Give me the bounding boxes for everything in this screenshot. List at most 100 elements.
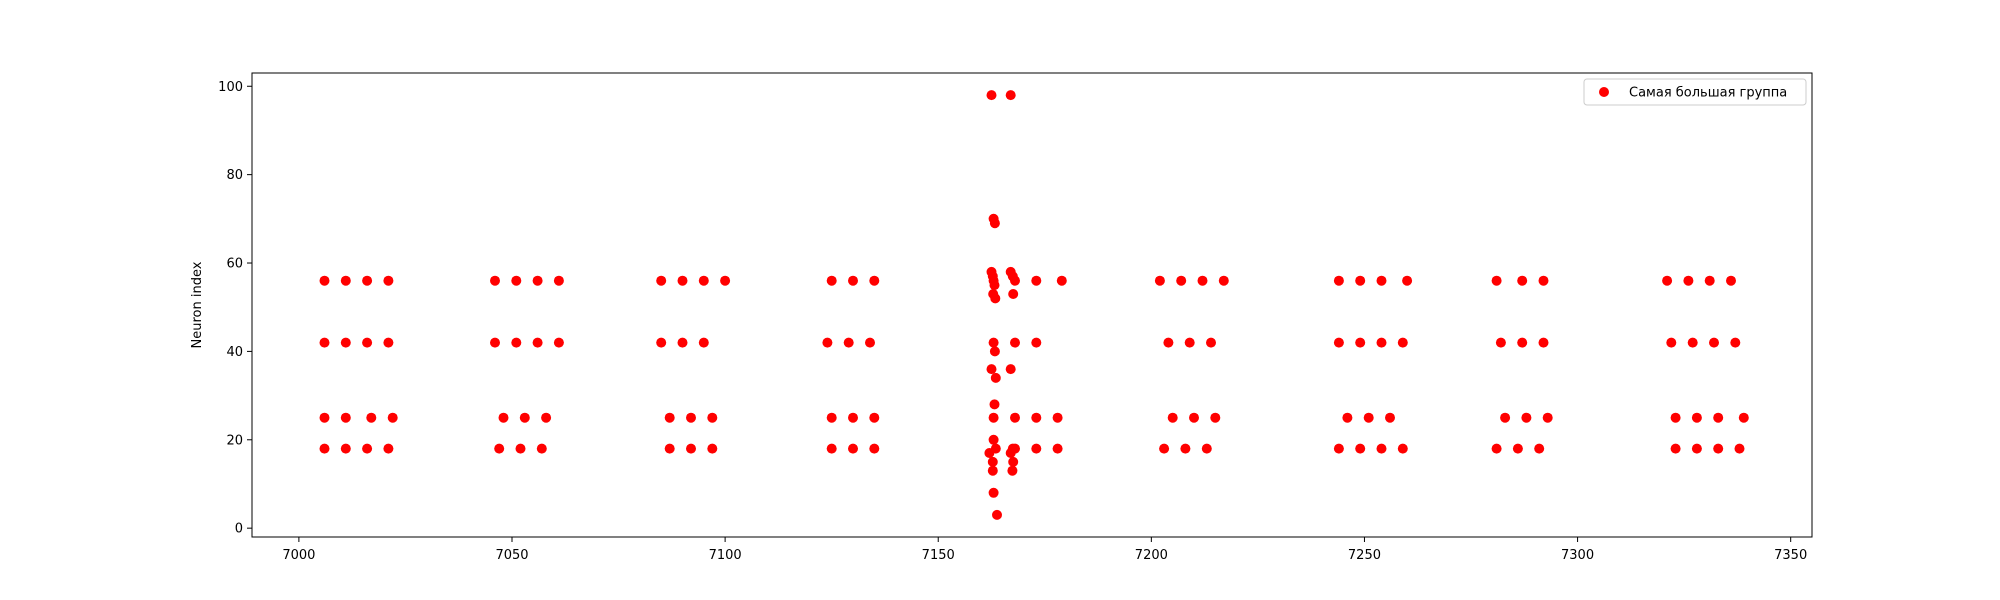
data-point bbox=[1495, 337, 1506, 348]
data-point bbox=[490, 337, 500, 348]
data-point bbox=[1176, 275, 1187, 286]
data-point bbox=[990, 443, 1001, 454]
legend-marker bbox=[1599, 87, 1609, 97]
data-point bbox=[986, 364, 997, 375]
data-point bbox=[553, 275, 564, 286]
data-point bbox=[1687, 337, 1698, 348]
data-point bbox=[1189, 412, 1199, 423]
y-tick-label: 0 bbox=[235, 522, 243, 537]
data-point bbox=[319, 337, 330, 348]
data-point bbox=[387, 412, 398, 423]
data-point bbox=[383, 337, 394, 348]
data-point bbox=[362, 443, 373, 454]
data-point bbox=[698, 337, 709, 348]
data-point bbox=[1333, 275, 1344, 286]
data-point bbox=[1218, 275, 1229, 286]
data-point bbox=[1210, 412, 1221, 423]
data-point bbox=[511, 337, 522, 348]
data-point bbox=[1197, 275, 1208, 286]
data-point bbox=[988, 434, 999, 445]
data-point bbox=[1355, 337, 1366, 348]
data-point bbox=[988, 487, 999, 498]
data-point bbox=[1010, 275, 1020, 286]
data-point bbox=[1397, 337, 1408, 348]
y-axis-label: Neuron index bbox=[190, 261, 205, 348]
data-point bbox=[1491, 443, 1502, 454]
x-tick-label: 7100 bbox=[709, 548, 742, 563]
data-point bbox=[1662, 275, 1673, 286]
data-point bbox=[826, 412, 837, 423]
data-point bbox=[826, 443, 837, 454]
data-point bbox=[1052, 443, 1063, 454]
data-point bbox=[1666, 337, 1677, 348]
data-point bbox=[362, 337, 373, 348]
data-point bbox=[383, 275, 394, 286]
data-point bbox=[664, 412, 675, 423]
data-point bbox=[826, 275, 837, 286]
x-axis: 7000 7050 7100 7150 7200 7250 7300 7350 bbox=[282, 537, 1807, 563]
x-tick-label: 7300 bbox=[1561, 548, 1594, 563]
data-point bbox=[677, 337, 688, 348]
legend-box bbox=[1583, 78, 1807, 106]
data-point bbox=[1376, 443, 1387, 454]
data-point bbox=[989, 218, 1000, 229]
data-point bbox=[848, 275, 858, 286]
data-point bbox=[1031, 412, 1042, 423]
data-point bbox=[1517, 275, 1528, 286]
data-point bbox=[1180, 443, 1191, 454]
data-point bbox=[992, 509, 1002, 520]
data-point bbox=[1005, 364, 1016, 375]
data-point bbox=[1730, 337, 1741, 348]
data-point bbox=[1538, 337, 1549, 348]
data-point bbox=[1031, 337, 1042, 348]
data-point bbox=[686, 412, 696, 423]
data-point bbox=[541, 412, 552, 423]
data-point bbox=[698, 275, 709, 286]
data-point bbox=[686, 443, 696, 454]
data-point bbox=[1355, 443, 1366, 454]
data-point bbox=[1333, 337, 1344, 348]
y-tick-label: 80 bbox=[226, 168, 243, 183]
data-point bbox=[519, 412, 530, 423]
x-tick-label: 7250 bbox=[1348, 548, 1381, 563]
data-point bbox=[1402, 275, 1413, 286]
data-point bbox=[1670, 443, 1681, 454]
legend: Самая большая группа bbox=[1583, 78, 1807, 106]
data-point bbox=[532, 337, 543, 348]
data-point bbox=[515, 443, 526, 454]
data-point bbox=[1056, 275, 1067, 286]
data-point bbox=[1542, 412, 1553, 423]
data-point bbox=[1184, 337, 1195, 348]
data-point bbox=[1010, 443, 1020, 454]
data-point bbox=[1376, 275, 1387, 286]
data-point bbox=[1538, 275, 1549, 286]
data-point bbox=[383, 443, 394, 454]
data-point bbox=[1709, 337, 1719, 348]
data-point bbox=[1517, 337, 1528, 348]
data-point bbox=[656, 337, 667, 348]
data-point bbox=[1734, 443, 1745, 454]
data-point bbox=[988, 412, 999, 423]
data-point bbox=[1005, 90, 1016, 101]
data-point bbox=[987, 465, 998, 476]
data-point bbox=[843, 337, 854, 348]
data-point bbox=[532, 275, 543, 286]
data-point bbox=[494, 443, 505, 454]
data-point bbox=[1008, 456, 1019, 467]
y-tick-label: 100 bbox=[218, 80, 243, 95]
data-point bbox=[319, 275, 330, 286]
data-point bbox=[1052, 412, 1063, 423]
data-point bbox=[553, 337, 564, 348]
data-point bbox=[1738, 412, 1749, 423]
y-tick-label: 20 bbox=[226, 433, 243, 448]
data-point bbox=[720, 275, 731, 286]
data-point bbox=[677, 275, 688, 286]
data-point bbox=[1010, 412, 1020, 423]
data-point bbox=[511, 275, 522, 286]
data-points bbox=[319, 90, 1749, 520]
data-point bbox=[1683, 275, 1694, 286]
data-point bbox=[498, 412, 509, 423]
legend-label: Самая большая группа bbox=[1629, 86, 1787, 101]
data-point bbox=[1031, 443, 1042, 454]
